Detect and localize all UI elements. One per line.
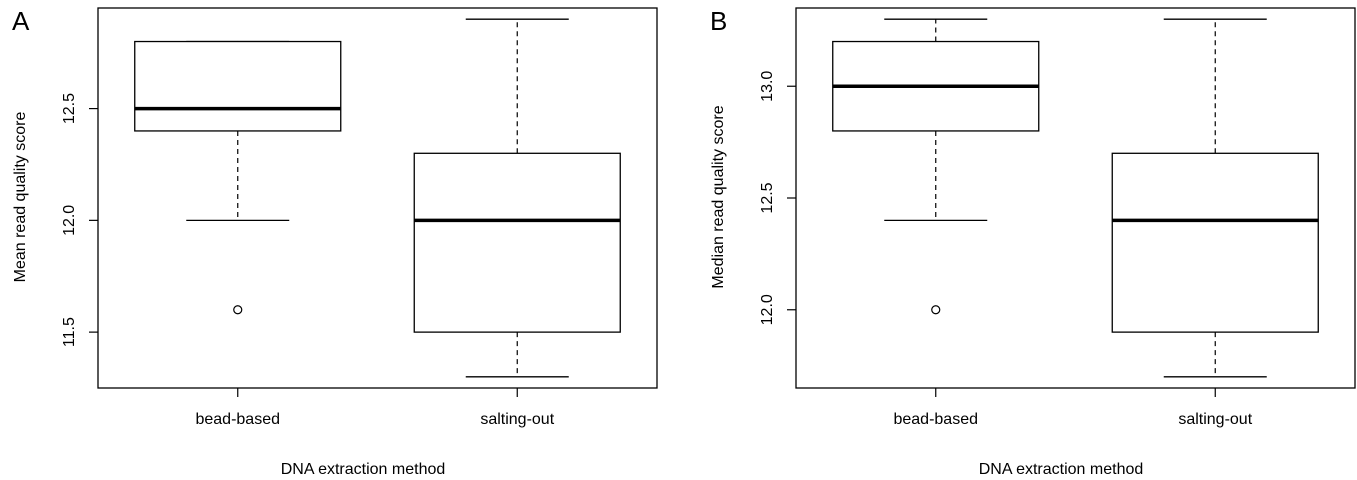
panel-a: A Mean read quality score DNA extraction…	[12, 6, 658, 478]
panel-a-y-tick-label: 11.5	[61, 317, 78, 347]
panel-a-y-axis-title: Mean read quality score	[12, 112, 29, 283]
panel-b-x-tick-label: bead-based	[893, 411, 978, 428]
panel-a-label: A	[12, 6, 30, 36]
panel-a-marks: 11.5 12.0 12.5 bead-based salting-out	[61, 7, 658, 428]
panel-b-y-tick-label: 13.0	[759, 71, 776, 102]
panel-b-box	[1111, 152, 1319, 333]
panel-b-x-tick-label: salting-out	[1178, 411, 1252, 428]
panel-a-box	[134, 40, 342, 132]
panel-b-y-axis-title: Median read quality score	[710, 105, 727, 288]
panel-a-y-tick-label: 12.5	[61, 93, 78, 124]
panel-a-outlier-point	[233, 305, 243, 315]
panel-b-x-axis-title: DNA extraction method	[979, 461, 1144, 478]
panel-a-x-tick-label: salting-out	[480, 411, 554, 428]
panel-b-label: B	[710, 6, 727, 36]
panel-a-box	[413, 152, 621, 333]
panel-b-y-tick-label: 12.0	[759, 294, 776, 325]
panel-b-marks: 12.0 12.5 13.0 bead-based salting-out	[759, 7, 1356, 428]
panel-b-y-tick-label: 12.5	[759, 182, 776, 213]
panel-b-outlier-point	[931, 305, 941, 315]
panel-a-plot-frame	[97, 7, 658, 389]
panel-a-x-tick-label: bead-based	[195, 411, 280, 428]
panel-a-y-tick-label: 12.0	[61, 205, 78, 236]
panel-a-x-axis-title: DNA extraction method	[281, 461, 446, 478]
panel-b: B Median read quality score DNA extracti…	[710, 6, 1356, 478]
